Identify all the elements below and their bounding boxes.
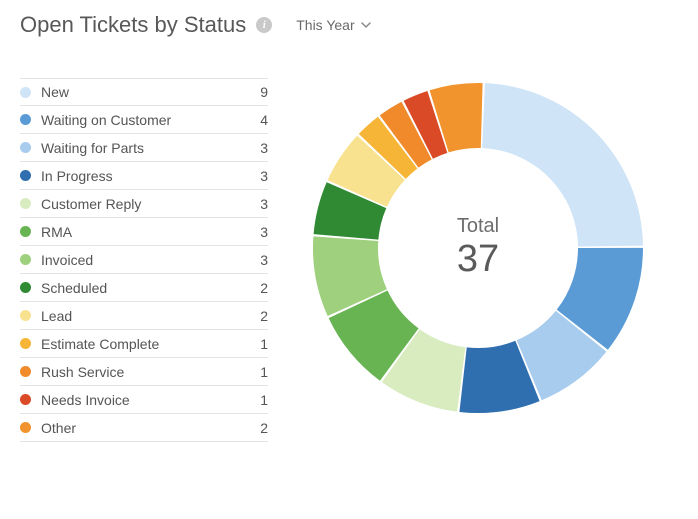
legend-swatch bbox=[20, 366, 31, 377]
period-selector[interactable]: This Year bbox=[296, 17, 370, 33]
legend-row[interactable]: Estimate Complete1 bbox=[20, 330, 268, 358]
legend-swatch bbox=[20, 198, 31, 209]
chevron-down-icon bbox=[361, 20, 371, 30]
legend-swatch bbox=[20, 87, 31, 98]
legend-swatch bbox=[20, 282, 31, 293]
legend-label: In Progress bbox=[41, 168, 260, 184]
legend-value: 1 bbox=[260, 392, 268, 408]
legend-value: 9 bbox=[260, 84, 268, 100]
legend-row[interactable]: Rush Service1 bbox=[20, 358, 268, 386]
donut-slice[interactable] bbox=[482, 83, 643, 246]
legend-label: RMA bbox=[41, 224, 260, 240]
legend-swatch bbox=[20, 310, 31, 321]
legend-label: Needs Invoice bbox=[41, 392, 260, 408]
legend-label: Rush Service bbox=[41, 364, 260, 380]
legend-label: Scheduled bbox=[41, 280, 260, 296]
legend-label: Other bbox=[41, 420, 260, 436]
legend-value: 1 bbox=[260, 364, 268, 380]
legend-swatch bbox=[20, 338, 31, 349]
legend-value: 2 bbox=[260, 280, 268, 296]
legend-swatch bbox=[20, 226, 31, 237]
legend-swatch bbox=[20, 422, 31, 433]
legend-label: Customer Reply bbox=[41, 196, 260, 212]
legend-row[interactable]: Customer Reply3 bbox=[20, 190, 268, 218]
legend-row[interactable]: Other2 bbox=[20, 414, 268, 442]
legend-label: Estimate Complete bbox=[41, 336, 260, 352]
legend-label: Lead bbox=[41, 308, 260, 324]
legend-label: Waiting for Parts bbox=[41, 140, 260, 156]
legend-value: 3 bbox=[260, 168, 268, 184]
page-title: Open Tickets by Status bbox=[20, 12, 246, 38]
legend-value: 2 bbox=[260, 308, 268, 324]
legend: New9Waiting on Customer4Waiting for Part… bbox=[20, 78, 268, 442]
legend-row[interactable]: Invoiced3 bbox=[20, 246, 268, 274]
legend-value: 4 bbox=[260, 112, 268, 128]
legend-row[interactable]: Scheduled2 bbox=[20, 274, 268, 302]
legend-row[interactable]: Waiting on Customer4 bbox=[20, 106, 268, 134]
legend-value: 3 bbox=[260, 196, 268, 212]
legend-row[interactable]: RMA3 bbox=[20, 218, 268, 246]
legend-label: Invoiced bbox=[41, 252, 260, 268]
legend-swatch bbox=[20, 170, 31, 181]
info-icon[interactable]: i bbox=[256, 17, 272, 33]
legend-row[interactable]: Lead2 bbox=[20, 302, 268, 330]
legend-row[interactable]: New9 bbox=[20, 78, 268, 106]
legend-row[interactable]: Waiting for Parts3 bbox=[20, 134, 268, 162]
legend-swatch bbox=[20, 394, 31, 405]
legend-swatch bbox=[20, 142, 31, 153]
legend-value: 3 bbox=[260, 252, 268, 268]
donut-chart: Total 37 bbox=[308, 78, 648, 418]
legend-value: 3 bbox=[260, 224, 268, 240]
legend-swatch bbox=[20, 114, 31, 125]
legend-swatch bbox=[20, 254, 31, 265]
legend-label: New bbox=[41, 84, 260, 100]
legend-row[interactable]: In Progress3 bbox=[20, 162, 268, 190]
period-label: This Year bbox=[296, 17, 354, 33]
legend-label: Waiting on Customer bbox=[41, 112, 260, 128]
legend-row[interactable]: Needs Invoice1 bbox=[20, 386, 268, 414]
legend-value: 2 bbox=[260, 420, 268, 436]
legend-value: 3 bbox=[260, 140, 268, 156]
legend-value: 1 bbox=[260, 336, 268, 352]
